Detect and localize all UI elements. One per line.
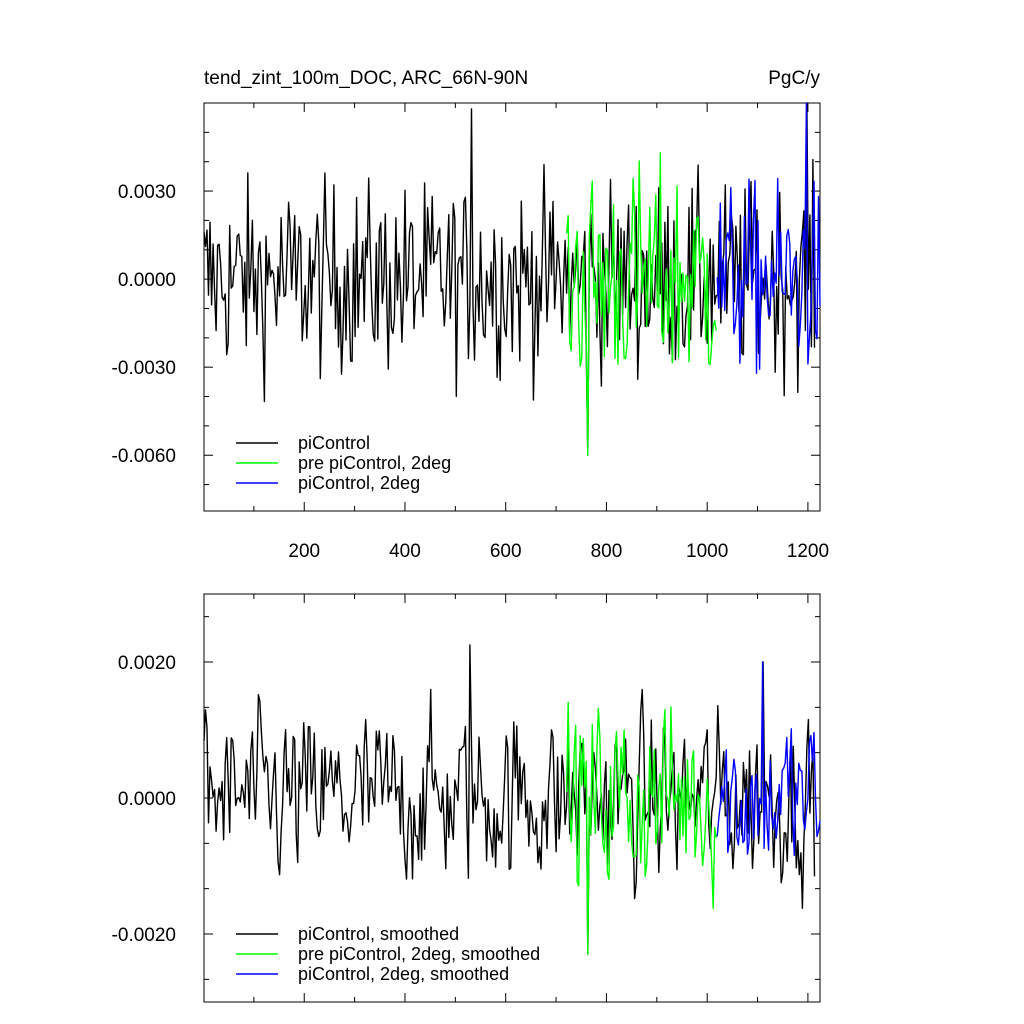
- series-line-2: [716, 102, 821, 374]
- series-line-0: [203, 102, 816, 456]
- x-tick-label: 600: [490, 541, 522, 562]
- top-plot-frame: [203, 102, 821, 512]
- units-label: PgC/y: [768, 68, 820, 89]
- y-tick-label: 0.0000: [118, 789, 176, 810]
- x-tick-label: 200: [288, 541, 320, 562]
- legend-label: piControl, 2deg: [298, 473, 420, 493]
- top-panel: 0.0030 0.0000 -0.0030 -0.0060 200 400 600 800 1…: [112, 102, 829, 562]
- x-tick-label: 400: [389, 541, 421, 562]
- series-line-1: [565, 152, 717, 456]
- series-line-2: [716, 661, 821, 856]
- legend-label: piControl, 2deg, smoothed: [298, 964, 509, 984]
- y-tick-label: -0.0060: [112, 446, 176, 467]
- y-tick-label: -0.0020: [112, 925, 176, 946]
- bottom-series-lines: [203, 644, 821, 956]
- series-line-0: [203, 644, 816, 956]
- y-tick-label: 0.0020: [118, 653, 176, 674]
- y-tick-label: -0.0030: [112, 358, 176, 379]
- y-tick-label: 0.0000: [118, 270, 176, 291]
- x-tick-label: 800: [591, 541, 623, 562]
- x-tick-label: 1000: [686, 541, 728, 562]
- plot-title: tend_zint_100m_DOC, ARC_66N-90N: [204, 68, 528, 89]
- y-tick-label: 0.0030: [118, 182, 176, 203]
- legend-label: piControl, smoothed: [298, 924, 459, 944]
- series-line-1: [565, 701, 717, 956]
- legend-label: pre piControl, 2deg: [298, 453, 451, 473]
- legend-label: pre piControl, 2deg, smoothed: [298, 944, 540, 964]
- x-tick-label: 1200: [787, 541, 829, 562]
- legend-label: piControl: [298, 433, 370, 453]
- top-series-lines: [203, 102, 821, 456]
